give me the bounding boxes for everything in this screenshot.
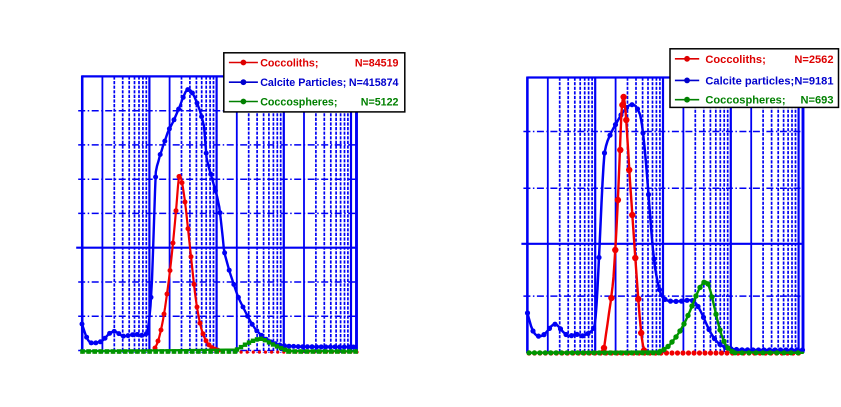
svg-text:N=693: N=693: [801, 95, 834, 107]
svg-text:N=84519: N=84519: [355, 57, 399, 69]
svg-text:N=5122: N=5122: [361, 96, 399, 108]
svg-text:Coccoliths;: Coccoliths;: [260, 57, 318, 69]
svg-text:N=2562: N=2562: [794, 54, 833, 66]
svg-text:Coccoliths;: Coccoliths;: [705, 54, 765, 66]
svg-text:Calcite Particles;: Calcite Particles;: [260, 77, 346, 89]
svg-text:N=9181: N=9181: [794, 75, 833, 87]
svg-text:Calcite particles;: Calcite particles;: [705, 75, 794, 87]
svg-text:Coccospheres;: Coccospheres;: [260, 96, 337, 108]
svg-text:Coccospheres;: Coccospheres;: [705, 95, 785, 107]
svg-text:N=415874: N=415874: [349, 77, 399, 89]
